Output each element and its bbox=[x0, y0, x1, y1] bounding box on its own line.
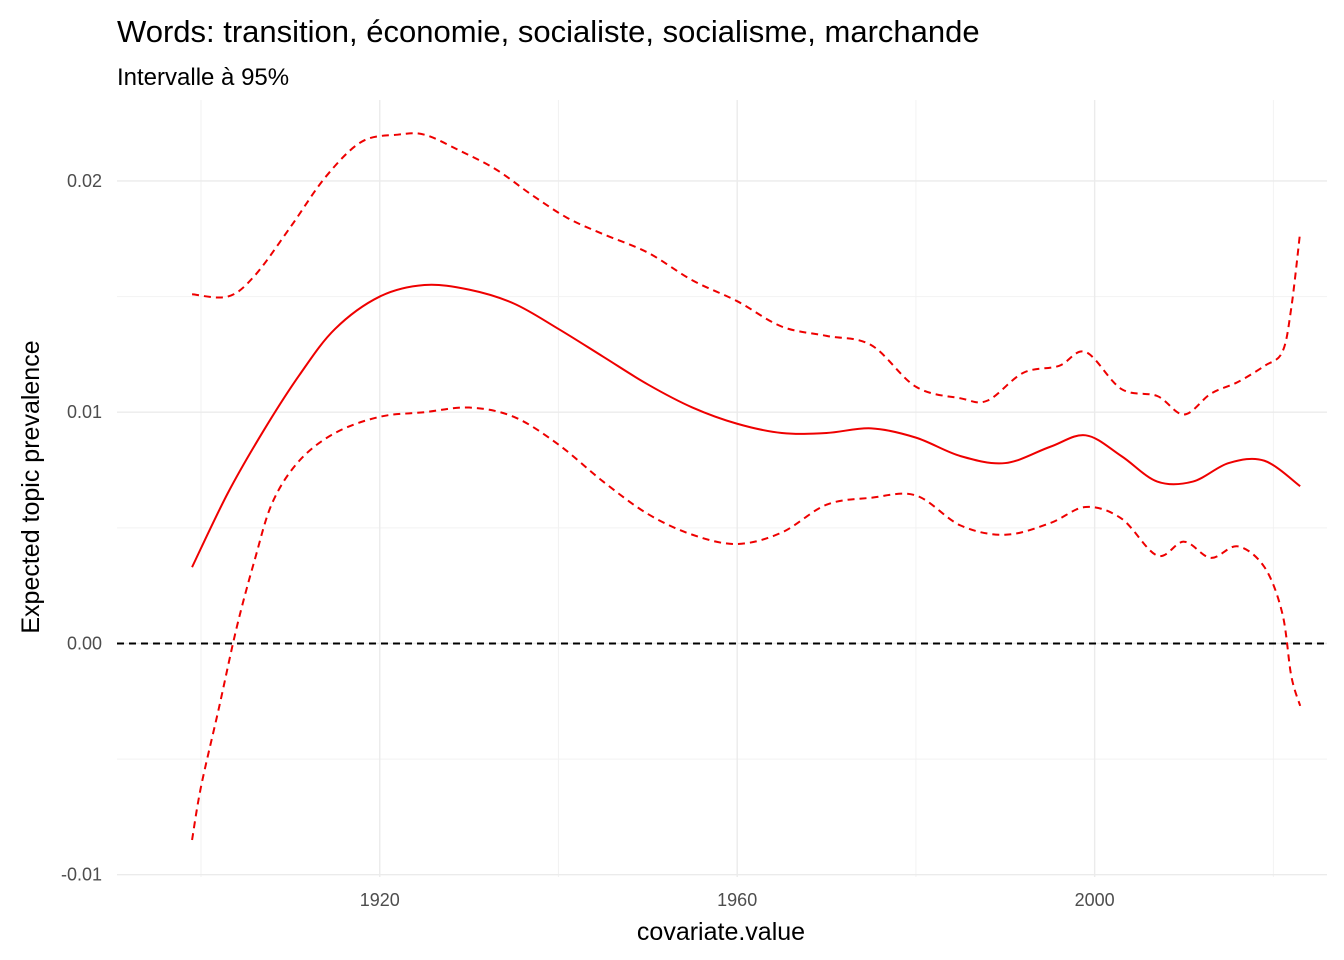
y-tick-labels: -0.01 0.00 0.01 0.02 bbox=[61, 171, 102, 885]
chart-subtitle: Intervalle à 95% bbox=[117, 64, 289, 91]
x-tick-label: 1960 bbox=[717, 890, 757, 910]
y-tick-label: 0.00 bbox=[67, 633, 102, 653]
y-axis-title: Expected topic prevalence bbox=[17, 340, 45, 633]
x-tick-label: 2000 bbox=[1075, 890, 1115, 910]
x-tick-labels: 1920 1960 2000 bbox=[360, 890, 1115, 910]
series-line-upper-bound bbox=[191, 132, 1302, 416]
grid bbox=[117, 100, 1327, 877]
x-axis-title: covariate.value bbox=[637, 918, 805, 946]
chart-title: Words: transition, économie, socialiste,… bbox=[117, 14, 980, 49]
x-tick-label: 1920 bbox=[360, 890, 400, 910]
series-group bbox=[191, 132, 1302, 841]
series-line-estimate bbox=[191, 283, 1301, 568]
y-tick-label: 0.01 bbox=[67, 402, 102, 422]
series-line-lower-bound bbox=[191, 406, 1302, 841]
y-tick-label: 0.02 bbox=[67, 171, 102, 191]
y-tick-label: -0.01 bbox=[61, 865, 102, 885]
